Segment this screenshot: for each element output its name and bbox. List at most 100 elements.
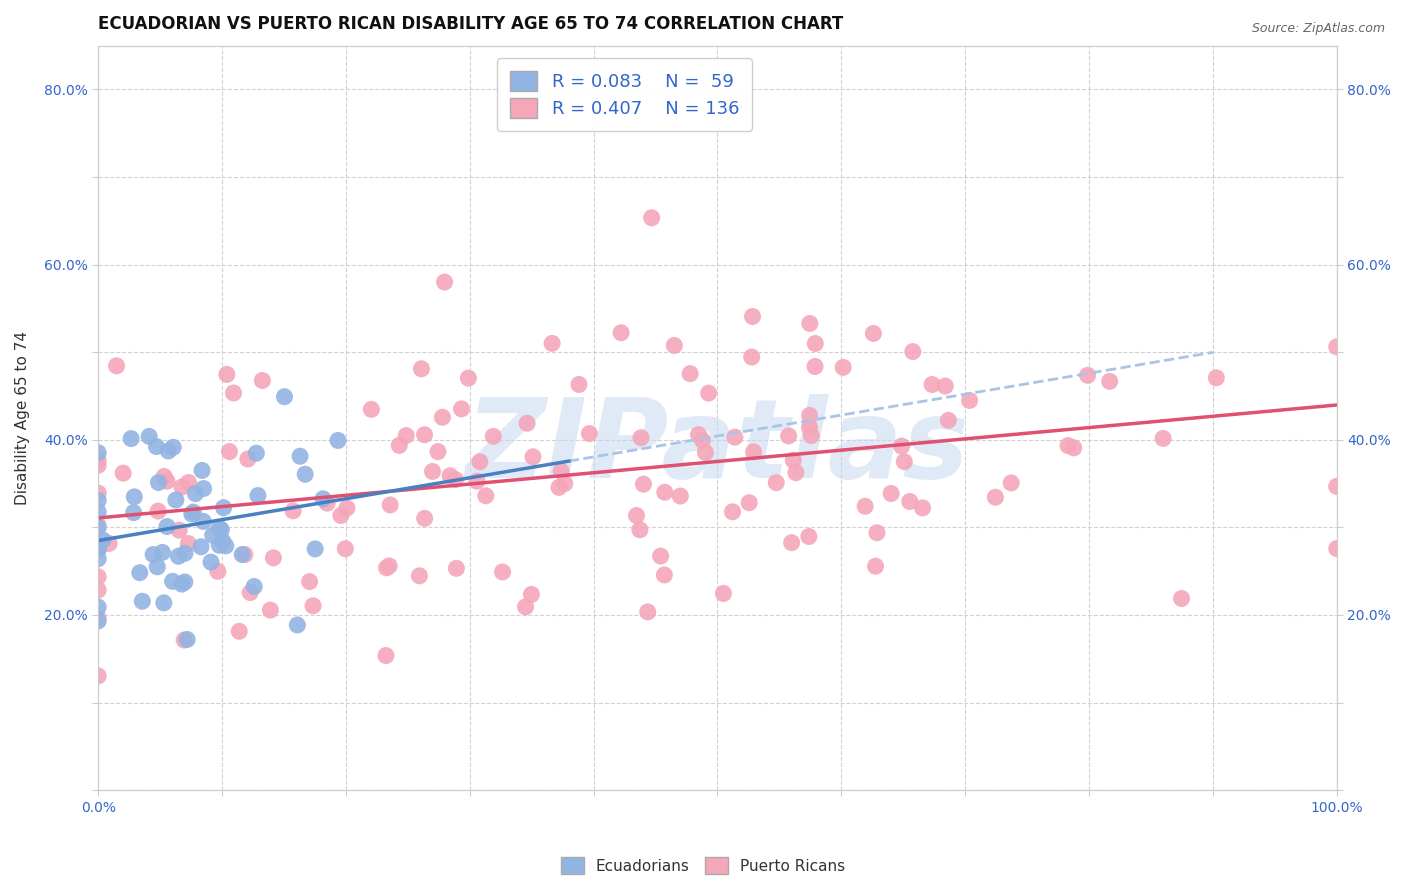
Text: ECUADORIAN VS PUERTO RICAN DISABILITY AGE 65 TO 74 CORRELATION CHART: ECUADORIAN VS PUERTO RICAN DISABILITY AG…	[98, 15, 844, 33]
Point	[246, 489, 269, 503]
Point	[866, 525, 889, 540]
Point	[326, 434, 349, 448]
Point	[375, 648, 398, 663]
Point	[200, 555, 222, 569]
Point	[880, 486, 903, 500]
Point	[252, 374, 274, 388]
Point	[1098, 375, 1121, 389]
Point	[475, 489, 498, 503]
Point	[312, 491, 335, 506]
Point	[1205, 371, 1227, 385]
Point	[91, 533, 114, 547]
Point	[388, 438, 411, 452]
Point	[122, 506, 145, 520]
Point	[640, 211, 662, 225]
Point	[413, 511, 436, 525]
Point	[782, 453, 804, 467]
Point	[741, 310, 763, 324]
Point	[741, 350, 763, 364]
Point	[901, 344, 924, 359]
Point	[162, 574, 184, 589]
Point	[112, 466, 135, 480]
Point	[209, 523, 232, 537]
Point	[785, 466, 807, 480]
Y-axis label: Disability Age 65 to 74: Disability Age 65 to 74	[15, 331, 30, 505]
Point	[211, 534, 233, 549]
Point	[243, 580, 266, 594]
Point	[215, 539, 238, 553]
Point	[148, 475, 170, 490]
Point	[239, 585, 262, 599]
Point	[190, 540, 212, 554]
Point	[697, 386, 720, 401]
Point	[408, 569, 430, 583]
Point	[633, 477, 655, 491]
Point	[87, 446, 110, 460]
Point	[146, 504, 169, 518]
Text: ZIPatlas: ZIPatlas	[465, 394, 969, 501]
Point	[304, 541, 326, 556]
Point	[959, 393, 981, 408]
Point	[1063, 441, 1085, 455]
Point	[87, 520, 110, 534]
Point	[184, 486, 207, 500]
Point	[482, 429, 505, 443]
Point	[893, 455, 915, 469]
Point	[380, 498, 402, 512]
Point	[177, 475, 200, 490]
Point	[208, 538, 231, 552]
Point	[433, 275, 456, 289]
Point	[131, 594, 153, 608]
Point	[87, 453, 110, 467]
Point	[87, 614, 110, 628]
Point	[1077, 368, 1099, 383]
Point	[120, 432, 142, 446]
Point	[654, 485, 676, 500]
Point	[548, 480, 571, 494]
Point	[176, 632, 198, 647]
Point	[87, 540, 110, 554]
Point	[128, 566, 150, 580]
Point	[413, 427, 436, 442]
Point	[87, 486, 110, 500]
Point	[316, 496, 339, 510]
Point	[294, 467, 316, 482]
Point	[695, 445, 717, 459]
Point	[1057, 439, 1080, 453]
Point	[724, 430, 747, 444]
Point	[934, 379, 956, 393]
Point	[156, 519, 179, 533]
Point	[281, 504, 304, 518]
Point	[177, 536, 200, 550]
Point	[233, 548, 256, 562]
Point	[173, 633, 195, 648]
Point	[302, 599, 325, 613]
Point	[165, 493, 187, 508]
Point	[87, 505, 110, 519]
Point	[245, 446, 267, 460]
Point	[1326, 479, 1348, 493]
Point	[679, 367, 702, 381]
Point	[444, 473, 467, 487]
Point	[457, 371, 479, 385]
Point	[329, 508, 352, 523]
Point	[911, 500, 934, 515]
Point	[191, 463, 214, 477]
Point	[124, 490, 146, 504]
Point	[156, 474, 179, 488]
Point	[832, 360, 855, 375]
Point	[522, 450, 544, 464]
Point	[336, 501, 359, 516]
Point	[439, 468, 461, 483]
Point	[804, 336, 827, 351]
Point	[170, 480, 193, 494]
Point	[541, 336, 564, 351]
Point	[87, 611, 110, 625]
Point	[231, 548, 253, 562]
Point	[167, 523, 190, 537]
Point	[468, 455, 491, 469]
Point	[780, 535, 803, 549]
Point	[375, 561, 398, 575]
Point	[650, 549, 672, 563]
Point	[170, 577, 193, 591]
